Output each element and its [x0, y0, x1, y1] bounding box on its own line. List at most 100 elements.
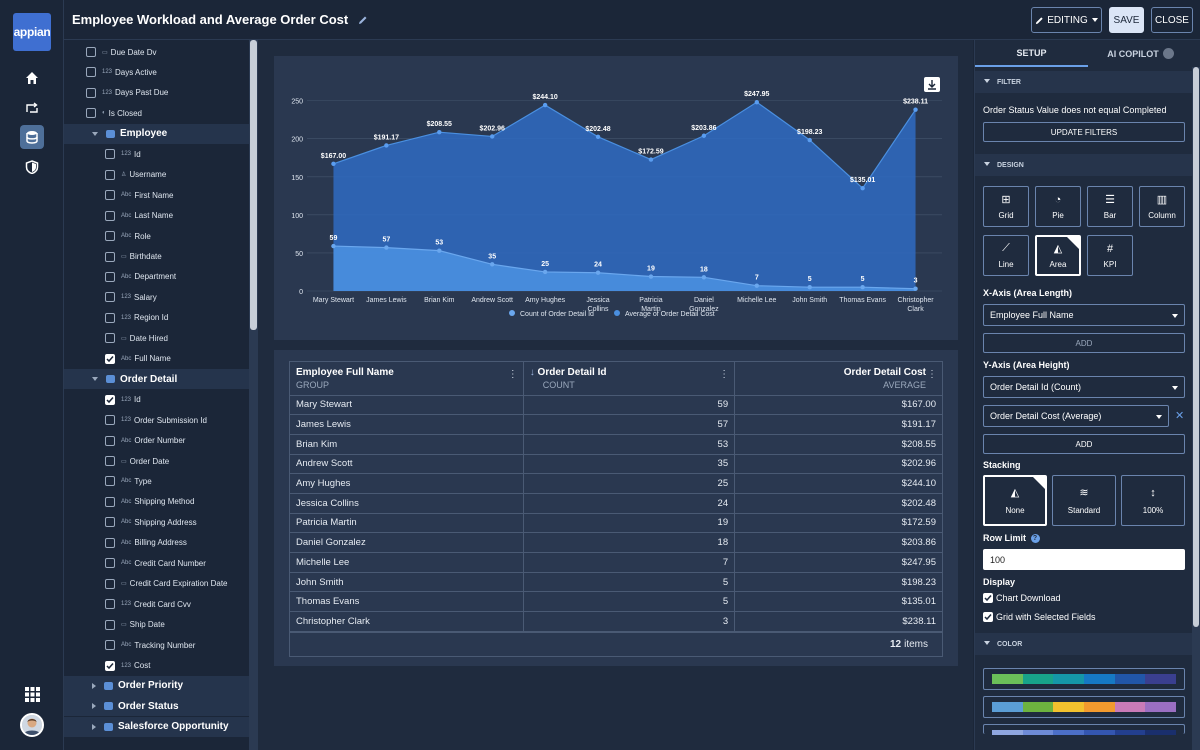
- table-row[interactable]: Brian Kim 53 $208.55: [290, 434, 942, 455]
- chart-type-pie[interactable]: ◔ Pie: [1035, 186, 1081, 227]
- data-point[interactable]: [913, 107, 918, 112]
- chevron-right-icon[interactable]: [92, 703, 96, 710]
- table-row[interactable]: Mary Stewart 59 $167.00: [290, 395, 942, 416]
- data-point[interactable]: [384, 245, 389, 250]
- tree-field[interactable]: Abc Billing Address: [64, 533, 250, 553]
- data-point[interactable]: [701, 133, 707, 138]
- chevron-down-icon[interactable]: [92, 377, 98, 382]
- y-axis-add-button[interactable]: ADD: [983, 434, 1185, 454]
- tree-field[interactable]: ▭ Credit Card Expiration Date: [64, 574, 250, 594]
- chart-type-line[interactable]: ⟋ Line: [983, 235, 1029, 276]
- tree-field[interactable]: Abc Credit Card Number: [64, 553, 250, 573]
- tree-field[interactable]: Abc Type: [64, 471, 250, 491]
- tree-field[interactable]: 123 Salary: [64, 287, 250, 307]
- checkbox-icon[interactable]: [105, 558, 115, 569]
- checkbox-icon[interactable]: [105, 415, 115, 426]
- chevron-right-icon[interactable]: [92, 723, 96, 730]
- tree-field[interactable]: 123 Days Past Due: [64, 83, 250, 103]
- checkbox-icon[interactable]: [105, 578, 115, 589]
- stacking-standard[interactable]: ≋ Standard: [1052, 475, 1116, 526]
- tree-section-order-status[interactable]: Order Status: [64, 696, 250, 717]
- tree-field[interactable]: ♙ Username: [64, 165, 250, 185]
- checkbox-checked-icon[interactable]: [105, 394, 115, 405]
- grid-selected-fields-checkbox[interactable]: Grid with Selected Fields: [983, 612, 1096, 622]
- data-point[interactable]: [331, 161, 336, 167]
- tree-section-salesforce-opportunity[interactable]: Salesforce Opportunity: [64, 716, 250, 737]
- column-header-1[interactable]: ↓ Order Detail Id COUNT ⋮: [523, 362, 736, 396]
- tree-field[interactable]: 123 Id: [64, 390, 250, 410]
- tree-field[interactable]: Abc Shipping Method: [64, 492, 250, 512]
- checkbox-icon[interactable]: [105, 231, 115, 242]
- y-axis-select-2[interactable]: Order Detail Cost (Average): [983, 405, 1169, 427]
- appian-logo[interactable]: appian: [13, 13, 51, 51]
- data-point[interactable]: [807, 137, 812, 143]
- data-point[interactable]: [490, 134, 495, 139]
- y-axis-select-1[interactable]: Order Detail Id (Count): [983, 376, 1185, 398]
- tree-field[interactable]: 123 Region Id: [64, 308, 250, 328]
- checkbox-icon[interactable]: [105, 496, 115, 507]
- tree-section-employee[interactable]: Employee: [64, 123, 250, 144]
- checkbox-icon[interactable]: [105, 190, 115, 201]
- table-row[interactable]: Christopher Clark 3 $238.11: [290, 611, 942, 632]
- tree-field[interactable]: 123 Id: [64, 144, 250, 164]
- table-row[interactable]: Michelle Lee 7 $247.95: [290, 552, 942, 573]
- table-row[interactable]: James Lewis 57 $191.17: [290, 414, 942, 435]
- help-icon[interactable]: ?: [1030, 534, 1040, 544]
- tree-field[interactable]: Abc Order Number: [64, 431, 250, 451]
- checkbox-icon[interactable]: [105, 476, 115, 487]
- data-point[interactable]: [807, 284, 812, 290]
- color-palette-option[interactable]: [983, 724, 1185, 735]
- checkbox-icon[interactable]: [105, 517, 115, 528]
- chart-type-area[interactable]: ◭ Area: [1035, 235, 1081, 276]
- download-icon[interactable]: [924, 77, 940, 92]
- setup-panel-scrollbar[interactable]: [1192, 67, 1200, 750]
- checkbox-icon[interactable]: [105, 149, 115, 160]
- save-button[interactable]: SAVE: [1109, 7, 1144, 33]
- data-point[interactable]: [437, 248, 442, 253]
- field-tree-scrollbar[interactable]: [249, 40, 258, 750]
- stacking-none[interactable]: ◭ None: [983, 475, 1047, 526]
- chart-type-kpi[interactable]: # KPI: [1087, 235, 1133, 276]
- tree-field[interactable]: ◐ Is Closed: [64, 103, 250, 123]
- tree-field[interactable]: 123 Order Submission Id: [64, 410, 250, 430]
- checkbox-icon[interactable]: [105, 251, 115, 262]
- tab-ai-copilot[interactable]: AI COPILOT: [1088, 40, 1193, 67]
- tree-field[interactable]: Abc Role: [64, 226, 250, 246]
- data-point[interactable]: [542, 102, 548, 108]
- data-point[interactable]: [490, 262, 495, 267]
- data-point[interactable]: [648, 274, 654, 279]
- tree-section-order-detail[interactable]: Order Detail: [64, 369, 250, 390]
- tree-field[interactable]: Abc Department: [64, 267, 250, 287]
- edit-title-icon[interactable]: [358, 13, 368, 28]
- filter-section-header[interactable]: FILTER: [975, 71, 1193, 93]
- update-filters-button[interactable]: UPDATE FILTERS: [983, 122, 1185, 142]
- checkbox-icon[interactable]: [105, 619, 115, 630]
- scroll-thumb[interactable]: [250, 40, 257, 330]
- tree-field[interactable]: Abc Full Name: [64, 349, 250, 369]
- column-header-0[interactable]: Employee Full Name GROUP ⋮: [290, 362, 524, 396]
- table-row[interactable]: Daniel Gonzalez 18 $203.86: [290, 532, 942, 553]
- tree-field[interactable]: Abc Last Name: [64, 206, 250, 226]
- table-row[interactable]: Patricia Martin 19 $172.59: [290, 513, 942, 534]
- tree-field[interactable]: ▭ Ship Date: [64, 615, 250, 635]
- user-avatar[interactable]: [20, 713, 44, 737]
- remove-y-axis-icon[interactable]: ✕: [1175, 410, 1185, 422]
- checkbox-icon[interactable]: [105, 292, 115, 303]
- checkbox-icon[interactable]: [105, 312, 115, 323]
- table-row[interactable]: John Smith 5 $198.23: [290, 572, 942, 593]
- color-palette-option[interactable]: [983, 696, 1185, 718]
- color-section-header[interactable]: COLOR: [975, 633, 1193, 655]
- chevron-down-icon[interactable]: [92, 131, 98, 136]
- data-point[interactable]: [860, 185, 865, 191]
- checkbox-icon[interactable]: [86, 108, 96, 119]
- tree-field[interactable]: 123 Cost: [64, 656, 250, 676]
- data-point[interactable]: [913, 286, 918, 291]
- checkbox-icon[interactable]: [105, 456, 115, 466]
- column-menu-icon[interactable]: ⋮: [507, 369, 518, 380]
- data-point[interactable]: [595, 270, 601, 275]
- data-point[interactable]: [437, 129, 442, 135]
- table-row[interactable]: Thomas Evans 5 $135.01: [290, 591, 942, 613]
- tree-section-order-priority[interactable]: Order Priority: [64, 675, 250, 696]
- color-palette-option[interactable]: [983, 668, 1185, 690]
- data-point[interactable]: [860, 284, 865, 290]
